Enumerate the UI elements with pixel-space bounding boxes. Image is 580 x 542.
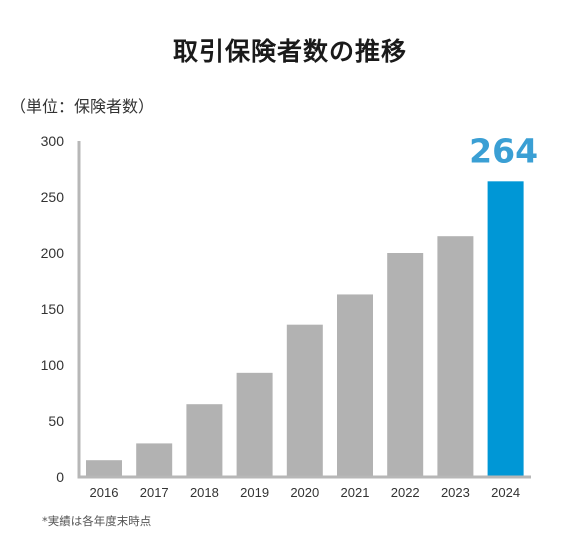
x-tick-label: 2016 xyxy=(90,485,119,500)
axes xyxy=(77,141,531,479)
bar-2022 xyxy=(387,253,424,477)
bar-2020 xyxy=(286,324,323,477)
bars xyxy=(86,181,524,477)
bar-2019 xyxy=(236,372,273,477)
x-axis-labels: 2016 2017 2018 2019 2020 2021 2022 2023 2024 xyxy=(90,485,521,500)
x-tick-label: 2022 xyxy=(391,485,420,500)
bar-2024 xyxy=(487,181,524,477)
bar-2021 xyxy=(337,294,373,477)
highlight-value-label: 264 xyxy=(469,131,538,170)
y-axis-ticks: 0 50 100 150 200 250 300 xyxy=(41,133,65,485)
annotations: 264 xyxy=(469,131,538,170)
y-tick-label: 150 xyxy=(41,301,65,317)
y-tick-label: 300 xyxy=(41,133,65,149)
bar-2016 xyxy=(86,460,122,477)
x-tick-label: 2021 xyxy=(341,485,370,500)
footnote: *実績は各年度末時点 xyxy=(42,514,152,528)
bar-2023 xyxy=(437,236,474,477)
x-tick-label: 2020 xyxy=(290,485,319,500)
y-tick-label: 250 xyxy=(41,189,65,205)
y-tick-label: 50 xyxy=(48,413,64,429)
y-tick-label: 0 xyxy=(56,469,64,485)
bar-2018 xyxy=(186,404,223,477)
chart-title: 取引保険者数の推移 xyxy=(172,37,407,66)
x-tick-label: 2024 xyxy=(491,485,520,500)
x-tick-label: 2023 xyxy=(441,485,470,500)
unit-label: （単位：保険者数） xyxy=(10,97,155,116)
bar-2017 xyxy=(136,443,173,477)
x-tick-label: 2019 xyxy=(240,485,269,500)
y-tick-label: 200 xyxy=(41,245,65,261)
y-tick-label: 100 xyxy=(41,357,65,373)
x-tick-label: 2018 xyxy=(190,485,219,500)
x-tick-label: 2017 xyxy=(140,485,169,500)
